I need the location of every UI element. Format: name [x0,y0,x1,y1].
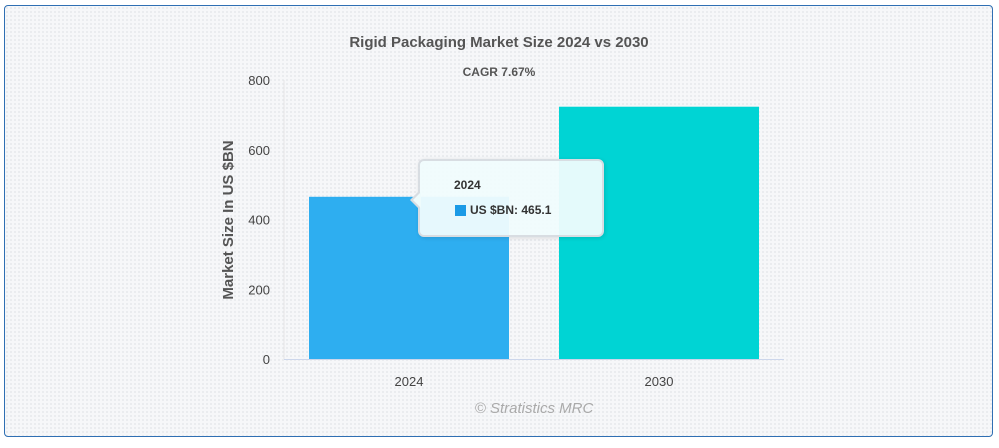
x-tick-label: 2030 [645,374,674,389]
credit-text: © Stratistics MRC [475,400,594,417]
y-axis-label: Market Size In US $BN [220,140,237,299]
y-tick-label: 400 [248,213,270,228]
y-axis-ticks: 0 200 400 600 800 [248,73,270,367]
tooltip-value: US $BN: 465.1 [470,203,552,217]
tooltip-row: US $BN: 465.1 [455,203,551,217]
x-tick-label: 2024 [395,374,424,389]
chart-subtitle: CAGR 7.67% [463,65,536,79]
y-tick-label: 600 [248,143,270,158]
x-axis-ticks: 2024 2030 [395,374,674,389]
tooltip-swatch-icon [455,204,466,216]
y-tick-label: 200 [248,282,270,297]
tooltip-category: 2024 [454,178,481,192]
y-tick-label: 0 [263,352,270,367]
y-tick-label: 800 [248,73,270,88]
tooltip: 2024 US $BN: 465.1 [410,159,604,237]
chart-title: Rigid Packaging Market Size 2024 vs 2030 [349,34,648,51]
